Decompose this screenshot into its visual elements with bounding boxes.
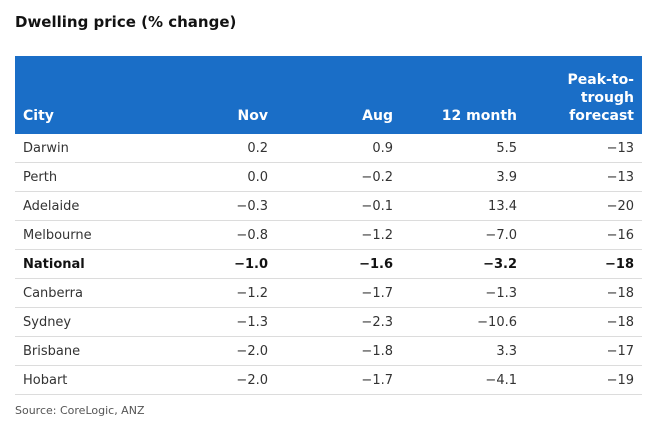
cell-12-month: −1.3 [401,278,525,308]
dwelling-price-table: City Nov Aug 12 month Peak-to- trough fo… [15,56,642,395]
cell-12-month: 13.4 [401,191,525,221]
cell-nov: −1.2 [157,278,276,308]
cell-12-month: 3.3 [401,336,525,366]
cell-aug: −1.6 [276,249,401,279]
header-peak-line-1: Peak-to- [567,72,634,88]
header-12-month: 12 month [401,56,525,134]
cell-peak-to-trough: −16 [525,220,642,250]
header-peak-line-3: forecast [569,108,634,124]
cell-nov: 0.0 [157,162,276,192]
cell-nov: −0.3 [157,191,276,221]
table-header: City Nov Aug 12 month Peak-to- trough fo… [15,56,642,134]
cell-aug: 0.9 [276,134,401,163]
cell-peak-to-trough: −17 [525,336,642,366]
table-row: Melbourne −0.8 −1.2 −7.0 −16 [15,220,642,250]
cell-aug: −1.7 [276,365,401,395]
cell-city: Perth [15,162,157,192]
cell-peak-to-trough: −18 [525,307,642,337]
cell-nov: 0.2 [157,134,276,163]
cell-12-month: −10.6 [401,307,525,337]
chart-title: Dwelling price (% change) [15,13,237,31]
cell-city: Canberra [15,278,157,308]
header-aug: Aug [276,56,401,134]
cell-aug: −2.3 [276,307,401,337]
cell-peak-to-trough: −13 [525,162,642,192]
cell-peak-to-trough: −18 [525,249,642,279]
cell-12-month: 3.9 [401,162,525,192]
cell-city: National [15,249,157,279]
table-body: Darwin 0.2 0.9 5.5 −13 Perth 0.0 −0.2 3.9 −13 Adel… [15,134,642,395]
cell-peak-to-trough: −19 [525,365,642,395]
table-row: Brisbane −2.0 −1.8 3.3 −17 [15,336,642,366]
cell-city: Melbourne [15,220,157,250]
table-row: National −1.0 −1.6 −3.2 −18 [15,249,642,279]
cell-aug: −1.8 [276,336,401,366]
cell-12-month: −3.2 [401,249,525,279]
header-nov: Nov [157,56,276,134]
cell-nov: −2.0 [157,336,276,366]
cell-nov: −2.0 [157,365,276,395]
cell-12-month: −4.1 [401,365,525,395]
cell-city: Sydney [15,307,157,337]
table-row: Darwin 0.2 0.9 5.5 −13 [15,134,642,163]
cell-nov: −1.3 [157,307,276,337]
cell-12-month: −7.0 [401,220,525,250]
header-city: City [15,56,157,134]
header-peak-to-trough: Peak-to- trough forecast [525,56,642,134]
cell-peak-to-trough: −18 [525,278,642,308]
cell-city: Adelaide [15,191,157,221]
cell-nov: −0.8 [157,220,276,250]
cell-city: Brisbane [15,336,157,366]
cell-peak-to-trough: −13 [525,134,642,163]
cell-aug: −0.1 [276,191,401,221]
cell-city: Darwin [15,134,157,163]
source-note: Source: CoreLogic, ANZ [15,404,145,417]
table-row: Hobart −2.0 −1.7 −4.1 −19 [15,365,642,395]
header-peak-line-2: trough [580,90,634,106]
cell-12-month: 5.5 [401,134,525,163]
cell-city: Hobart [15,365,157,395]
table-row: Sydney −1.3 −2.3 −10.6 −18 [15,307,642,337]
table-row: Perth 0.0 −0.2 3.9 −13 [15,162,642,192]
cell-aug: −0.2 [276,162,401,192]
table-row: Adelaide −0.3 −0.1 13.4 −20 [15,191,642,221]
cell-nov: −1.0 [157,249,276,279]
table-row: Canberra −1.2 −1.7 −1.3 −18 [15,278,642,308]
cell-aug: −1.7 [276,278,401,308]
cell-peak-to-trough: −20 [525,191,642,221]
cell-aug: −1.2 [276,220,401,250]
